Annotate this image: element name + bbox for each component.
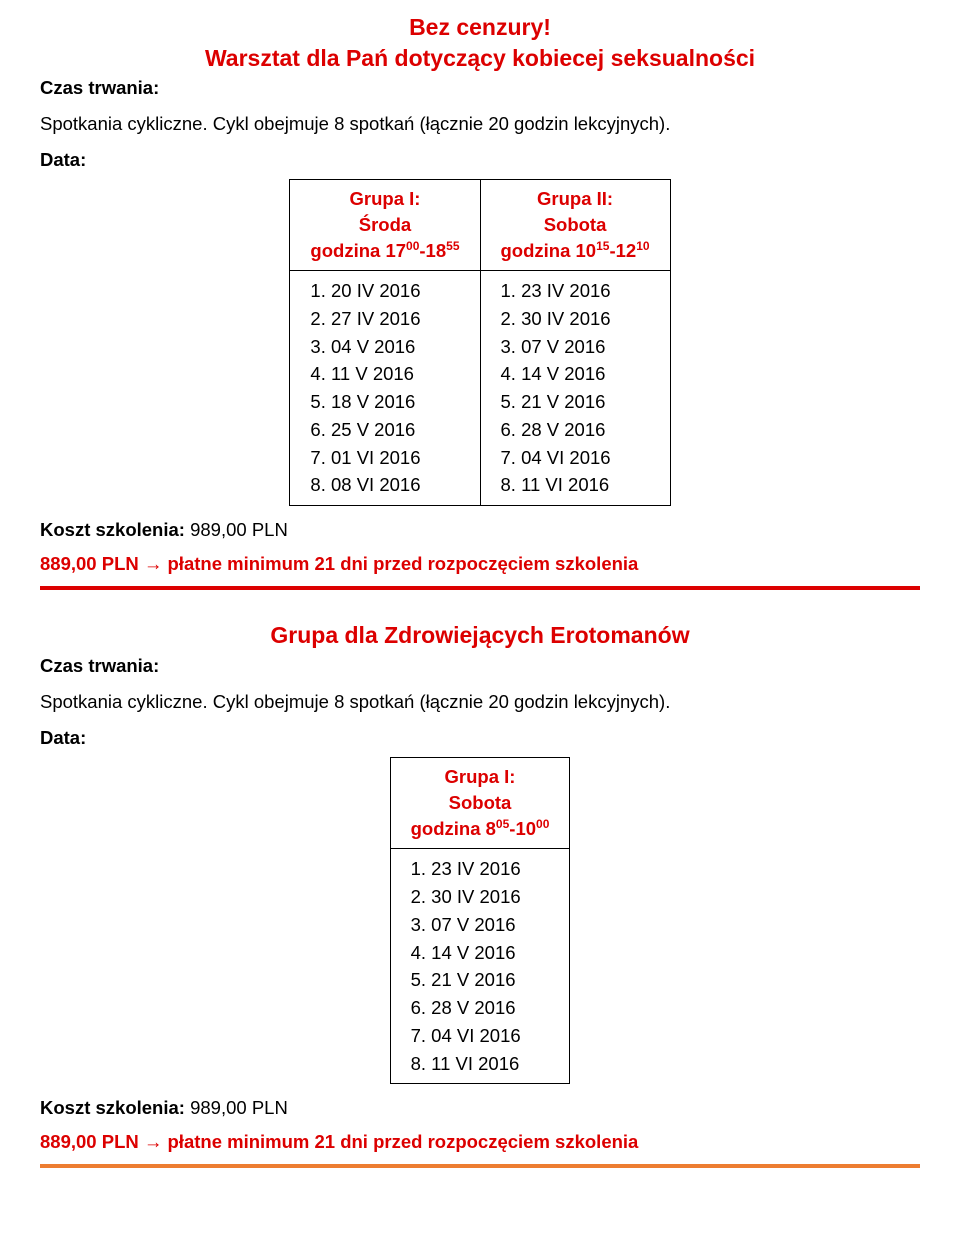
table-cell-col1-dates: 1. 23 IV 2016 2. 30 IV 2016 3. 07 V 2016… xyxy=(390,849,570,1084)
dates-list: 1. 23 IV 2016 2. 30 IV 2016 3. 07 V 2016… xyxy=(411,855,550,1077)
divider-red xyxy=(40,586,920,590)
col-header-l2: Środa xyxy=(359,214,411,235)
section2-promo: 889,00 PLN → płatne minimum 21 dni przed… xyxy=(40,1128,920,1156)
table-header-col1: Grupa I: Środa godzina 1700-1855 xyxy=(290,180,480,271)
table-header-col2: Grupa II: Sobota godzina 1015-1210 xyxy=(480,180,670,271)
col-header-sup1: 15 xyxy=(596,239,609,253)
section1-promo: 889,00 PLN → płatne minimum 21 dni przed… xyxy=(40,550,920,578)
col-header-sup2: 00 xyxy=(536,817,549,831)
section1-duration-text: Spotkania cykliczne. Cykl obejmuje 8 spo… xyxy=(40,110,920,138)
cost-value: 989,00 PLN xyxy=(185,519,288,540)
section1-schedule-table: Grupa I: Środa godzina 1700-1855 Grupa I… xyxy=(289,179,670,506)
section1-cost-line: Koszt szkolenia: 989,00 PLN xyxy=(40,516,920,544)
dates-list: 1. 23 IV 2016 2. 30 IV 2016 3. 07 V 2016… xyxy=(501,277,650,499)
col-header-l3a: godzina 10 xyxy=(501,240,597,261)
col-header-l3a: godzina 8 xyxy=(411,818,496,839)
table-header-col1: Grupa I: Sobota godzina 805-1000 xyxy=(390,758,570,849)
col-header-sup1: 05 xyxy=(496,817,509,831)
col-header-l2: Sobota xyxy=(449,792,512,813)
document-page: Bez cenzury! Warsztat dla Pań dotyczący … xyxy=(0,0,960,1226)
col-header-l3b: -12 xyxy=(609,240,636,261)
section2-cost-line: Koszt szkolenia: 989,00 PLN xyxy=(40,1094,920,1122)
title-line1: Bez cenzury! xyxy=(409,14,551,40)
cost-label: Koszt szkolenia: xyxy=(40,519,185,540)
col-header-sup1: 00 xyxy=(406,239,419,253)
col-header-l3a: godzina 17 xyxy=(310,240,406,261)
table-cell-col2-dates: 1. 23 IV 2016 2. 30 IV 2016 3. 07 V 2016… xyxy=(480,271,670,506)
col-header-l1: Grupa I: xyxy=(350,188,421,209)
section2-title: Grupa dla Zdrowiejących Erotomanów xyxy=(40,618,920,653)
section1-date-label: Data: xyxy=(40,146,920,174)
divider-orange xyxy=(40,1164,920,1168)
cost-label: Koszt szkolenia: xyxy=(40,1097,185,1118)
col-header-sup2: 55 xyxy=(446,239,459,253)
section1-title: Bez cenzury! Warsztat dla Pań dotyczący … xyxy=(40,12,920,74)
section2-date-label: Data: xyxy=(40,724,920,752)
section1-duration-label: Czas trwania: xyxy=(40,74,920,102)
cost-value: 989,00 PLN xyxy=(185,1097,288,1118)
section2-duration-label: Czas trwania: xyxy=(40,652,920,680)
section2-duration-text: Spotkania cykliczne. Cykl obejmuje 8 spo… xyxy=(40,688,920,716)
col-header-l2: Sobota xyxy=(544,214,607,235)
section2-schedule-table: Grupa I: Sobota godzina 805-1000 1. 23 I… xyxy=(390,757,571,1084)
title-line2: Warsztat dla Pań dotyczący kobiecej seks… xyxy=(205,45,755,71)
col-header-l3b: -18 xyxy=(419,240,446,261)
col-header-l1: Grupa I: xyxy=(445,766,516,787)
col-header-sup2: 10 xyxy=(636,239,649,253)
col-header-l3b: -10 xyxy=(509,818,536,839)
col-header-l1: Grupa II: xyxy=(537,188,613,209)
dates-list: 1. 20 IV 2016 2. 27 IV 2016 3. 04 V 2016… xyxy=(310,277,459,499)
table-cell-col1-dates: 1. 20 IV 2016 2. 27 IV 2016 3. 04 V 2016… xyxy=(290,271,480,506)
